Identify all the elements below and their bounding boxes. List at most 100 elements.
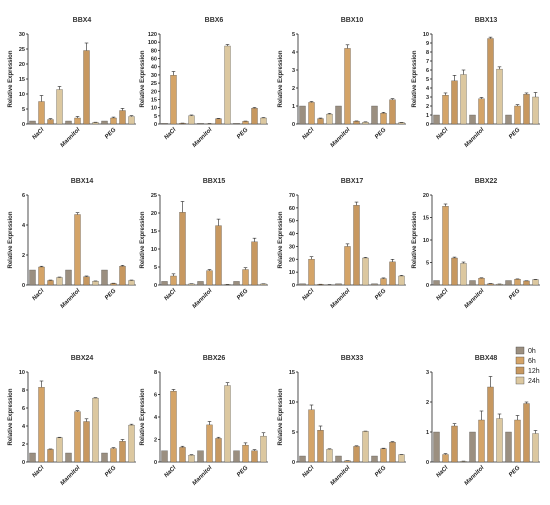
panel-bbx48-ytick-label: 2 <box>426 400 429 406</box>
panel-bbx22-bar-peg-6h <box>514 278 521 286</box>
panel-bbx13-bar-nacl-6h <box>442 95 449 125</box>
panel-bbx13-bar-mannitol-6h <box>478 98 485 125</box>
panel-bbx24-bar-mannitol-12h <box>83 421 90 463</box>
panel-bbx10-bar-nacl-0h <box>299 105 306 125</box>
panel-bbx15-ytick-label: 15 <box>151 229 157 235</box>
panel-bbx24-ytick-label: 6 <box>22 406 25 412</box>
panel-bbx33-ytick-label: 10 <box>289 400 295 406</box>
panel-bbx15-ytick-label: 10 <box>151 247 157 253</box>
panel-bbx33-bar-mannitol-12h <box>353 446 360 463</box>
panel-bbx13-title: BBX13 <box>475 17 498 24</box>
panel-bbx13-bar-peg-24h <box>532 96 539 125</box>
panel-bbx26-bar-peg-6h <box>242 444 249 463</box>
panel-bbx48-title: BBX48 <box>475 355 498 362</box>
panel-bbx24-title: BBX24 <box>71 355 94 362</box>
panel-bbx10-bar-nacl-6h <box>308 102 315 125</box>
panel-bbx13-ytick-label: 7 <box>426 59 429 65</box>
panel-bbx33-bar-mannitol-0h <box>335 455 342 463</box>
panel-bbx48: BBX48 0 1 2 3 NaCl Mannitol PEG <box>426 355 540 487</box>
panel-bbx22-title: BBX22 <box>475 178 498 185</box>
legend: 0h 6h 12h 24h <box>515 346 540 385</box>
panel-bbx26-category-label: Mannitol <box>192 465 214 487</box>
panel-bbx6-ytick-label: 80 <box>151 48 157 54</box>
panel-bbx48-category-label: NaCl <box>436 465 450 479</box>
panel-bbx48-category-label: PEG <box>508 465 521 478</box>
panel-bbx10-title: BBX10 <box>341 17 364 24</box>
panel-bbx10: BBX10 Relative Expression 0 1 2 3 4 5 NaCl Mannit… <box>278 17 406 149</box>
panel-bbx17-ytick-label: 60 <box>289 206 295 212</box>
panel-bbx48-ytick-label: 1 <box>426 430 429 436</box>
panel-bbx6-bar-mannitol-12h <box>215 118 222 125</box>
panel-bbx6-bar-nacl-24h <box>188 115 195 125</box>
panel-bbx48-bar-peg-24h <box>532 433 539 463</box>
panel-bbx4-bar-peg-12h <box>119 110 126 125</box>
panel-bbx26-title: BBX26 <box>203 355 226 362</box>
panel-bbx17-bar-mannitol-12h <box>353 205 360 286</box>
panel-bbx17-ytick-label: 0 <box>292 283 295 289</box>
panel-bbx24-bar-peg-24h <box>128 424 135 463</box>
panel-bbx6-ytick-label: 40 <box>151 65 157 71</box>
panel-bbx33-category-label: NaCl <box>302 465 316 479</box>
panel-bbx24-bar-peg-12h <box>119 441 126 463</box>
panel-bbx13-bar-mannitol-12h <box>487 38 494 125</box>
panel-bbx22-ytick-label: 10 <box>423 238 429 244</box>
panel-bbx33-category-label: Mannitol <box>330 465 352 487</box>
panel-bbx22-ytick-label: 15 <box>423 216 429 222</box>
panel-bbx22-bar-nacl-6h <box>442 206 449 286</box>
panel-bbx6-ytick-label: 30 <box>151 73 157 79</box>
panel-bbx4-category-label: PEG <box>104 127 117 140</box>
panel-bbx4-bar-nacl-6h <box>38 101 45 125</box>
panel-bbx15-category-label: Mannitol <box>192 288 214 310</box>
panel-bbx14-ytick-label: 0 <box>22 283 25 289</box>
panel-bbx17-ytick-label: 50 <box>289 219 295 225</box>
panel-bbx10-bar-nacl-24h <box>326 113 333 125</box>
panel-bbx4-ytick-label: 25 <box>19 47 25 53</box>
panel-bbx24-bar-peg-6h <box>110 448 117 463</box>
panel-bbx24-category-label: Mannitol <box>60 465 82 487</box>
panel-bbx4-bar-mannitol-24h <box>92 122 99 125</box>
panel-bbx4-bar-mannitol-12h <box>83 50 90 125</box>
panel-bbx48-bar-mannitol-0h <box>469 431 476 463</box>
panel-bbx48-ytick-label: 3 <box>426 370 429 376</box>
panel-bbx13-bar-nacl-12h <box>451 80 458 125</box>
panel-bbx13-bar-mannitol-24h <box>496 68 503 125</box>
panel-bbx4-ytick-label: 20 <box>19 62 25 68</box>
panel-bbx14-category-label: NaCl <box>32 288 46 302</box>
panel-bbx15-bar-mannitol-12h <box>215 225 222 286</box>
panel-bbx10-ytick-label: 1 <box>292 104 295 110</box>
panel-bbx22-bar-mannitol-12h <box>487 283 494 286</box>
panel-bbx14-bar-nacl-6h <box>38 266 45 286</box>
panel-bbx6-bar-peg-24h <box>260 117 267 125</box>
panel-bbx33-bar-peg-0h <box>371 455 378 463</box>
panel-bbx17-ytick-label: 30 <box>289 244 295 250</box>
panel-bbx33-bar-mannitol-24h <box>362 431 369 463</box>
panel-bbx10-ytick-label: 2 <box>292 86 295 92</box>
panel-bbx24-ytick-label: 0 <box>22 460 25 466</box>
panel-bbx33-bar-nacl-12h <box>317 430 324 463</box>
panel-bbx24-category-label: NaCl <box>32 465 46 479</box>
panel-bbx6-bar-peg-6h <box>242 121 249 125</box>
panel-bbx22-category-label: Mannitol <box>464 288 486 310</box>
legend-swatch-12h <box>515 366 525 375</box>
panel-bbx13-ytick-label: 0 <box>426 122 429 128</box>
panel-bbx14-ytick-label: 6 <box>22 193 25 199</box>
panel-bbx10-bar-mannitol-6h <box>344 48 351 125</box>
panel-bbx26-category-label: PEG <box>236 465 249 478</box>
panel-bbx14-category-label: Mannitol <box>60 288 82 310</box>
panel-bbx24-ytick-label: 2 <box>22 442 25 448</box>
panel-bbx17-bar-mannitol-0h <box>335 283 342 286</box>
panel-bbx48-ytick-label: 0 <box>426 460 429 466</box>
panel-bbx24-bar-mannitol-24h <box>92 397 99 463</box>
panel-bbx17-bar-nacl-6h <box>308 259 315 286</box>
panel-bbx6-category-label: PEG <box>236 127 249 140</box>
panel-bbx26-bar-peg-0h <box>233 450 240 463</box>
panel-bbx26-bar-nacl-24h <box>188 455 195 463</box>
panel-bbx26-ylabel: Relative Expression <box>140 388 146 445</box>
panel-bbx10-ytick-label: 5 <box>292 32 295 38</box>
panel-bbx10-bar-peg-12h <box>389 99 396 125</box>
panel-bbx17-ytick-label: 70 <box>289 193 295 199</box>
panel-bbx14-bar-nacl-12h <box>47 280 54 286</box>
panel-bbx15-bar-nacl-24h <box>188 283 195 286</box>
